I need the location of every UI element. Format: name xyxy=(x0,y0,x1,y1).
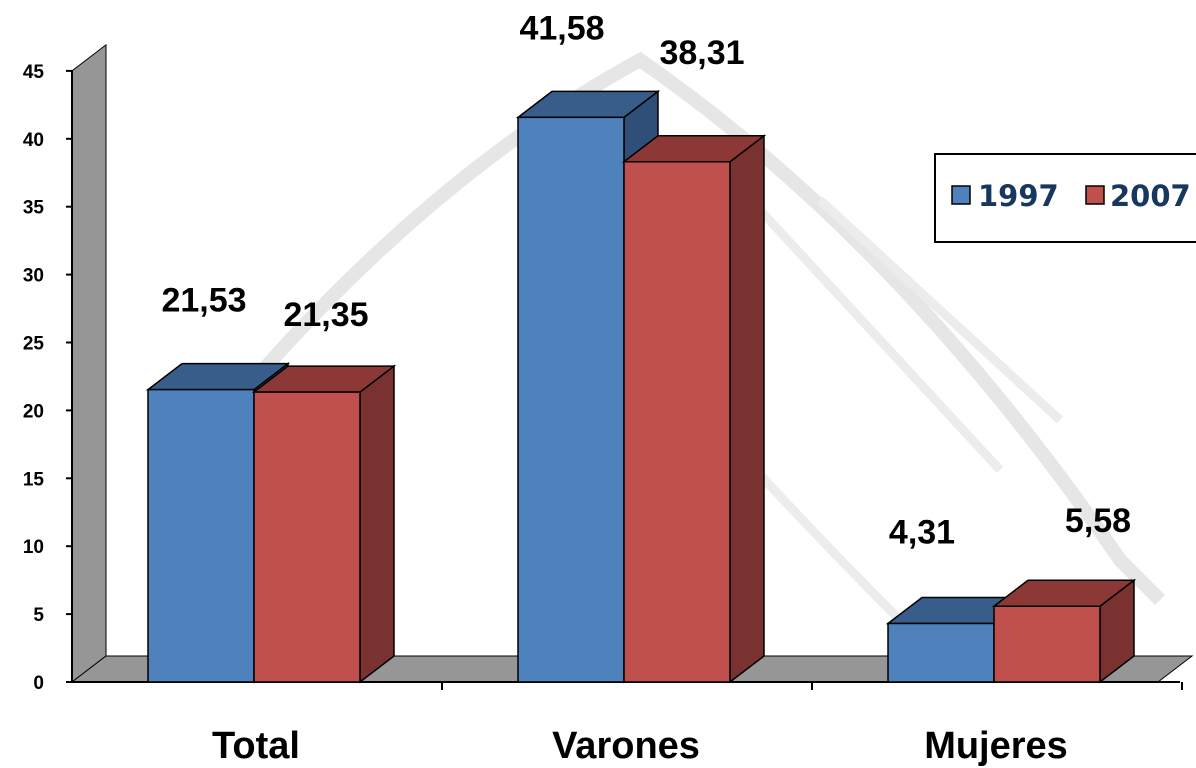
y-tick-label: 20 xyxy=(23,401,44,422)
bar xyxy=(253,391,361,683)
y-tick-label: 25 xyxy=(23,334,45,355)
bar-side-face xyxy=(729,134,765,684)
data-label: 21,53 xyxy=(161,282,246,320)
data-label: 4,31 xyxy=(889,513,955,551)
background-watermark xyxy=(214,51,1165,605)
category-label: Total xyxy=(212,725,300,767)
bar xyxy=(147,388,255,683)
legend: 1997 2007 xyxy=(934,153,1196,243)
chart-back-wall xyxy=(71,43,107,684)
y-tick-label: 10 xyxy=(23,537,44,558)
y-tick-label: 30 xyxy=(23,266,44,287)
bar xyxy=(517,116,625,683)
bar xyxy=(993,605,1101,683)
legend-label: 1997 xyxy=(978,179,1059,213)
y-tick-label: 35 xyxy=(23,198,45,219)
data-label: 5,58 xyxy=(1065,502,1131,540)
y-tick-label: 45 xyxy=(23,62,45,83)
data-label: 38,31 xyxy=(659,34,744,72)
y-tick-label: 5 xyxy=(33,605,44,626)
category-label: Mujeres xyxy=(924,725,1068,767)
bar xyxy=(623,161,731,683)
bar-side-face xyxy=(359,364,395,684)
data-label: 21,35 xyxy=(283,296,368,334)
labels: 21,53 21,35 41,58 38,31 4,31 5,58 Total Varones… xyxy=(161,9,1131,767)
legend-label: 2007 xyxy=(1110,179,1191,213)
legend-swatch xyxy=(951,185,971,205)
bars xyxy=(145,89,1137,684)
legend-box xyxy=(934,153,1196,243)
legend-swatch xyxy=(1085,185,1105,205)
y-tick-label: 40 xyxy=(23,130,44,151)
y-tick-label: 15 xyxy=(23,469,45,490)
bar xyxy=(887,622,995,683)
data-label: 41,58 xyxy=(519,9,604,47)
category-label: Varones xyxy=(552,725,700,767)
y-tick-label: 0 xyxy=(33,673,44,694)
